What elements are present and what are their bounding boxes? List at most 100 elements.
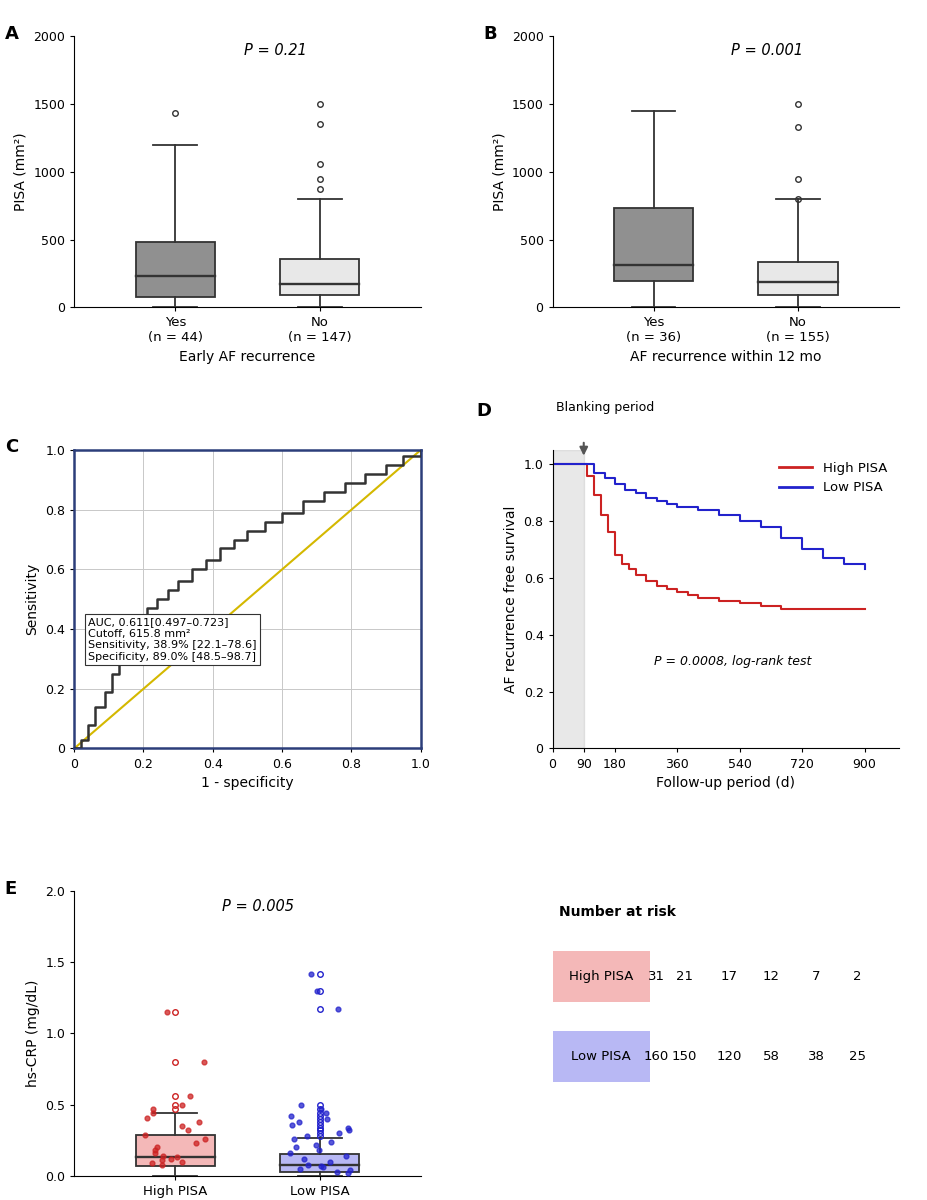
Low PISA — [661, 497, 672, 511]
Text: Low PISA: Low PISA — [571, 1050, 631, 1063]
Y-axis label: hs-CRP (mg/dL): hs-CRP (mg/dL) — [26, 980, 40, 1087]
Point — [313, 1099, 328, 1118]
High PISA — [838, 602, 849, 617]
Y-axis label: PISA (mm²): PISA (mm²) — [492, 132, 506, 211]
High PISA — [818, 602, 829, 617]
High PISA — [692, 590, 704, 605]
Text: P = 0.0008, log-rank test: P = 0.0008, log-rank test — [654, 655, 811, 668]
Low PISA — [755, 520, 766, 534]
High PISA — [651, 580, 662, 594]
Point — [155, 1151, 170, 1170]
X-axis label: 1 - specificity: 1 - specificity — [201, 776, 294, 790]
Y-axis label: AF recurrence free survival: AF recurrence free survival — [504, 505, 518, 692]
Text: High PISA: High PISA — [569, 970, 633, 983]
High PISA — [672, 584, 683, 599]
Point — [286, 1129, 301, 1148]
Low PISA — [692, 503, 704, 517]
Point — [163, 1150, 178, 1169]
Point — [313, 1157, 328, 1176]
Text: A: A — [5, 25, 19, 43]
X-axis label: Follow-up period (d): Follow-up period (d) — [656, 776, 795, 790]
X-axis label: Early AF recurrence: Early AF recurrence — [179, 350, 315, 364]
Point — [291, 1112, 306, 1132]
Text: D: D — [476, 402, 491, 420]
Low PISA — [651, 494, 662, 509]
High PISA — [595, 508, 606, 522]
Point — [338, 1146, 353, 1165]
Low PISA — [609, 476, 620, 491]
High PISA — [776, 602, 787, 617]
Point — [310, 982, 324, 1001]
High PISA — [547, 457, 558, 472]
Text: 7: 7 — [812, 970, 820, 983]
Y-axis label: Sensitivity: Sensitivity — [26, 563, 40, 635]
Low PISA — [818, 551, 829, 565]
Point — [149, 1138, 164, 1157]
Point — [174, 1116, 189, 1135]
Point — [304, 964, 319, 983]
Point — [170, 1148, 184, 1168]
Point — [197, 1129, 212, 1148]
Point — [183, 1086, 197, 1105]
Text: C: C — [5, 438, 19, 456]
Point — [300, 1154, 315, 1174]
Low PISA — [859, 562, 870, 576]
Point — [284, 1106, 298, 1126]
Point — [319, 1109, 334, 1128]
Low PISA — [620, 482, 631, 497]
Point — [324, 1132, 339, 1151]
Point — [342, 1121, 357, 1140]
High PISA — [609, 548, 620, 563]
Low PISA — [838, 557, 849, 571]
Low PISA — [734, 514, 745, 528]
Point — [330, 1000, 345, 1019]
Text: 25: 25 — [849, 1050, 866, 1063]
Point — [318, 1104, 333, 1123]
Point — [297, 1150, 311, 1169]
Point — [191, 1112, 206, 1132]
Point — [283, 1144, 298, 1163]
Low PISA — [641, 491, 652, 505]
Text: 120: 120 — [717, 1050, 742, 1063]
Point — [312, 1141, 327, 1160]
Text: Number at risk: Number at risk — [560, 905, 677, 919]
High PISA — [589, 488, 600, 503]
High PISA — [755, 599, 766, 613]
Low PISA — [776, 530, 787, 545]
High PISA — [578, 457, 590, 472]
FancyBboxPatch shape — [552, 1031, 650, 1082]
Point — [330, 1162, 345, 1181]
Low PISA — [599, 472, 610, 486]
Text: 160: 160 — [644, 1050, 669, 1063]
Text: Blanking period: Blanking period — [556, 401, 654, 414]
High PISA — [714, 594, 725, 608]
Low PISA — [796, 542, 807, 557]
Text: 150: 150 — [671, 1050, 697, 1063]
Text: 21: 21 — [676, 970, 692, 983]
Point — [288, 1138, 303, 1157]
Point — [341, 1118, 356, 1138]
Line: High PISA: High PISA — [552, 464, 865, 610]
Point — [174, 1096, 189, 1115]
Point — [332, 1123, 347, 1142]
Point — [146, 1099, 160, 1118]
X-axis label: AF recurrence within 12 mo: AF recurrence within 12 mo — [630, 350, 821, 364]
Text: 2: 2 — [854, 970, 862, 983]
Text: B: B — [483, 25, 497, 43]
Point — [181, 1121, 196, 1140]
Bar — [552, 450, 584, 749]
Text: 38: 38 — [807, 1050, 824, 1063]
Point — [175, 1152, 190, 1171]
Text: P = 0.001: P = 0.001 — [731, 43, 804, 58]
Point — [147, 1144, 162, 1163]
High PISA — [641, 574, 652, 588]
Point — [197, 1052, 211, 1072]
Point — [342, 1160, 357, 1180]
Point — [147, 1141, 162, 1160]
Point — [159, 1002, 174, 1021]
Text: 58: 58 — [763, 1050, 780, 1063]
Legend: High PISA, Low PISA: High PISA, Low PISA — [774, 456, 893, 499]
Point — [156, 1146, 171, 1165]
High PISA — [682, 588, 693, 602]
Text: 31: 31 — [648, 970, 665, 983]
